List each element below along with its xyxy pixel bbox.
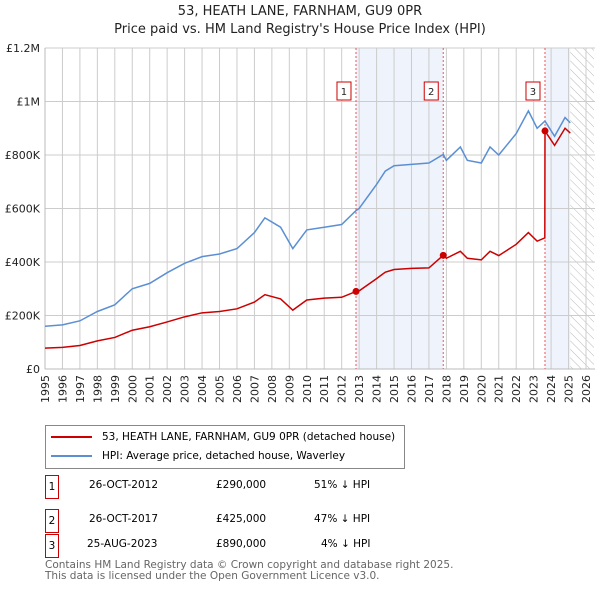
x-tick-label: 2018 [440, 375, 453, 403]
y-tick-label: £1.2M [6, 42, 40, 55]
sale-point [352, 287, 360, 295]
transaction-price: £290,000 [216, 479, 267, 491]
x-tick-label: 2016 [405, 375, 418, 403]
x-tick-label: 1999 [109, 375, 122, 403]
x-tick-label: 1995 [39, 375, 52, 403]
x-tick-label: 2003 [179, 375, 192, 403]
x-tick-label: 2006 [231, 375, 244, 403]
transaction-hpi: 51% ↓ HPI [314, 479, 371, 491]
x-tick-label: 2001 [144, 375, 157, 403]
legend-blue-swatch [51, 455, 92, 457]
y-tick-label: £600K [5, 203, 41, 216]
sale-point [541, 127, 549, 135]
x-tick-label: 2017 [423, 375, 436, 403]
x-tick-label: 2002 [161, 375, 174, 403]
x-tick-label: 2019 [458, 375, 471, 403]
transaction-price: £425,000 [216, 513, 267, 525]
x-tick-label: 2005 [214, 375, 227, 403]
y-tick-label: £800K [5, 149, 41, 162]
x-tick-label: 2012 [336, 375, 349, 403]
legend-property: 53, HEATH LANE, FARNHAM, GU9 0PR (detach… [102, 431, 396, 443]
y-tick-label: £200K [5, 310, 41, 323]
x-tick-label: 2023 [528, 375, 541, 403]
footer-licence: This data is licensed under the Open Gov… [45, 570, 380, 582]
transaction-date: 26-OCT-2017 [89, 513, 158, 525]
sale-label-box [423, 81, 439, 101]
x-tick-label: 2015 [388, 375, 401, 403]
sale-label-box [336, 81, 352, 101]
transaction-row: 1 26-OCT-2012 £290,000 51% ↓ HPI [45, 475, 445, 499]
transaction-hpi: 4% ↓ HPI [321, 538, 371, 550]
transaction-row: 3 25-AUG-2023 £890,000 4% ↓ HPI [45, 534, 445, 558]
x-tick-label: 2021 [493, 375, 506, 403]
sale-point [439, 251, 447, 259]
sale-label-box [525, 81, 541, 101]
x-tick-label: 2025 [563, 375, 576, 403]
x-tick-label: 2022 [510, 375, 523, 403]
price-chart: 1995 1996 1997 1998 1999 2000 2001 2002 2003 2004… [5, 42, 595, 403]
x-tick-label: 2007 [248, 375, 261, 403]
x-tick-label: 2004 [196, 375, 209, 403]
x-tick-label: 1996 [56, 375, 69, 403]
sale-label: 2 [428, 87, 434, 98]
sale-label: 1 [341, 87, 347, 98]
x-tick-label: 2013 [353, 375, 366, 403]
transaction-price: £890,000 [216, 538, 267, 550]
legend-red-swatch [51, 436, 92, 438]
x-tick-label: 2000 [126, 375, 139, 403]
transaction-date: 25-AUG-2023 [87, 538, 158, 550]
x-tick-label: 2014 [371, 375, 384, 403]
y-tick-label: £400K [5, 256, 41, 269]
footer-copyright: Contains HM Land Registry data © Crown c… [45, 559, 454, 571]
x-tick-label: 2024 [545, 375, 558, 403]
x-tick-label: 2020 [475, 375, 488, 403]
transaction-number: 1 [45, 475, 59, 499]
x-tick-label: 2009 [283, 375, 296, 403]
chart-title: 53, HEATH LANE, FARNHAM, GU9 0PR [177, 4, 423, 19]
transaction-number: 2 [45, 509, 59, 533]
y-tick-label: £1M [17, 96, 41, 109]
x-tick-label: 1998 [91, 375, 104, 403]
sale-label: 3 [530, 87, 536, 98]
legend: 53, HEATH LANE, FARNHAM, GU9 0PR (detach… [45, 425, 405, 469]
transaction-number: 3 [45, 534, 59, 558]
hpi-line [44, 109, 571, 327]
property-price-line [44, 127, 571, 349]
transaction-row: 2 26-OCT-2017 £425,000 47% ↓ HPI [45, 509, 445, 533]
x-tick-label: 2010 [301, 375, 314, 403]
y-tick-label: £0 [26, 363, 40, 376]
transaction-date: 26-OCT-2012 [89, 479, 158, 491]
transaction-hpi: 47% ↓ HPI [314, 513, 371, 525]
x-tick-label: 2008 [266, 375, 279, 403]
chart-subtitle: Price paid vs. HM Land Registry's House … [114, 22, 486, 37]
x-tick-label: 2011 [318, 375, 331, 403]
x-tick-label: 1997 [74, 375, 87, 403]
x-tick-label: 2026 [580, 375, 593, 403]
legend-hpi: HPI: Average price, detached house, Wave… [102, 450, 346, 462]
